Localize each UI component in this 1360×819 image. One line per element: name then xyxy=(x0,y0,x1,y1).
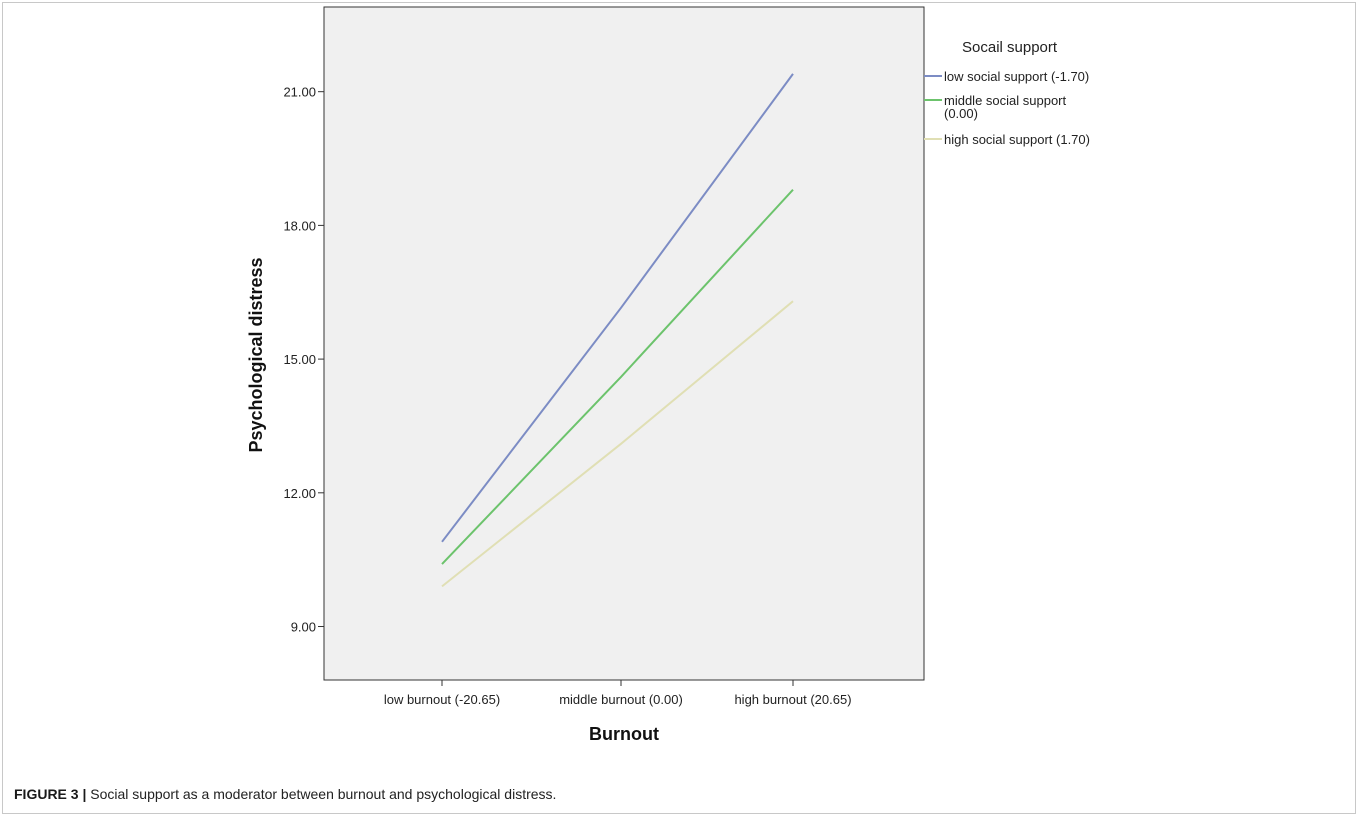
series-layer xyxy=(441,73,794,588)
x-tick-label: high burnout (20.65) xyxy=(734,692,851,707)
figure-caption-text: Social support as a moderator between bu… xyxy=(86,786,557,802)
x-tick-label: low burnout (-20.65) xyxy=(384,692,500,707)
x-axis-title: Burnout xyxy=(589,724,659,744)
x-tick-label: middle burnout (0.00) xyxy=(559,692,683,707)
legend: Socail support low social support (-1.70… xyxy=(924,39,1090,147)
legend-label: high social support (1.70) xyxy=(944,132,1090,147)
legend-label: middle social support xyxy=(944,93,1067,108)
x-axis: low burnout (-20.65) middle burnout (0.00… xyxy=(384,680,852,707)
plot-area xyxy=(323,6,925,681)
y-tick-label: 15.00 xyxy=(283,352,316,367)
series-line xyxy=(441,73,794,543)
series-line xyxy=(441,300,794,588)
series-line xyxy=(441,189,794,565)
legend-title: Socail support xyxy=(962,39,1058,56)
y-tick-label: 21.00 xyxy=(283,85,316,100)
y-axis-title: Psychological distress xyxy=(246,257,266,452)
y-tick-label: 18.00 xyxy=(283,218,316,233)
figure-caption-label: FIGURE 3 | xyxy=(14,786,87,802)
legend-label: (0.00) xyxy=(944,106,978,121)
y-tick-label: 12.00 xyxy=(283,486,316,501)
legend-label: low social support (-1.70) xyxy=(944,69,1089,84)
y-axis: 9.00 12.00 15.00 18.00 21.00 xyxy=(283,85,324,635)
y-tick-label: 9.00 xyxy=(291,620,316,635)
figure-caption: FIGURE 3 | Social support as a moderator… xyxy=(14,786,556,802)
